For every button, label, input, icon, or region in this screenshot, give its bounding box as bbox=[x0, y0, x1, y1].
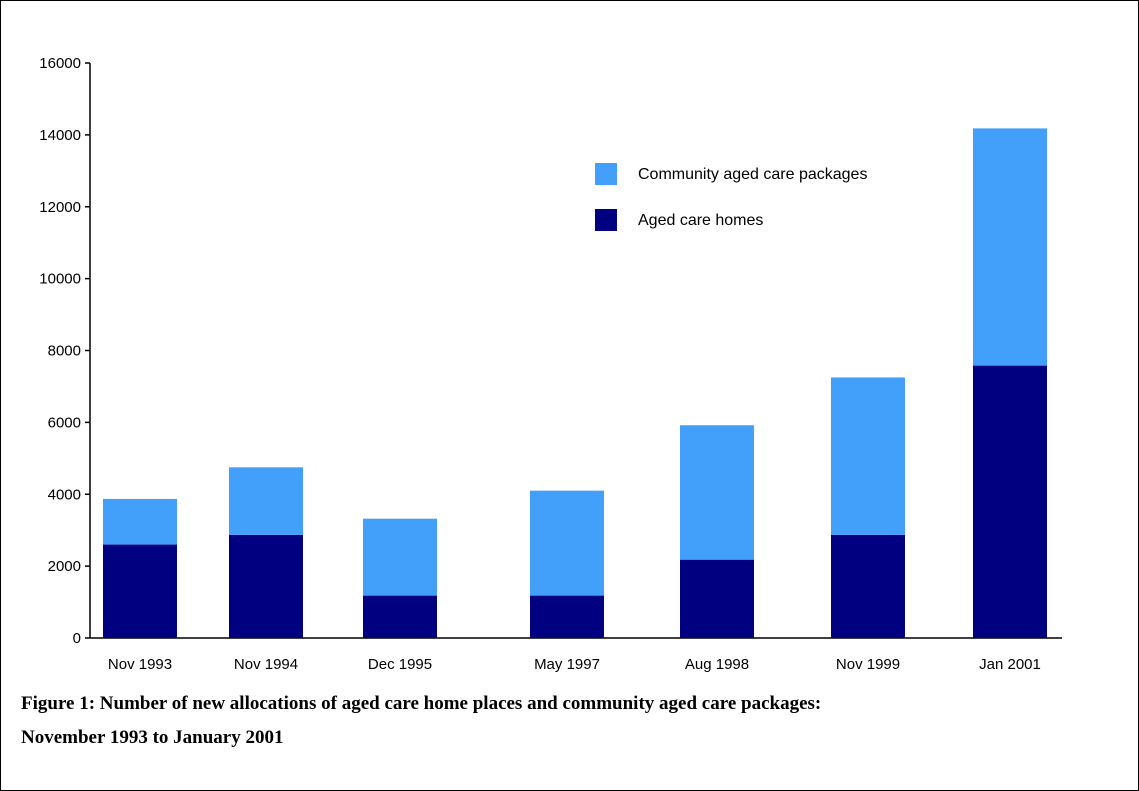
y-tick-label-7: 14000 bbox=[39, 127, 81, 144]
x-tick-label-2: Dec 1995 bbox=[368, 656, 432, 673]
y-tick-label-0: 0 bbox=[73, 630, 81, 647]
bar-community-packages-0 bbox=[103, 498, 177, 545]
bar-community-packages-1 bbox=[229, 467, 303, 535]
caption-line-2: November 1993 to January 2001 bbox=[21, 727, 284, 748]
y-tick-label-4: 8000 bbox=[48, 343, 81, 360]
bar-aged-care-homes-4 bbox=[680, 559, 754, 638]
legend-label-1: Aged care homes bbox=[638, 212, 763, 229]
bar-aged-care-homes-0 bbox=[103, 544, 177, 638]
bar-aged-care-homes-6 bbox=[973, 365, 1047, 638]
y-tick-label-5: 10000 bbox=[39, 271, 81, 288]
bars bbox=[103, 128, 1047, 638]
caption-line-1: Figure 1: Number of new allocations of a… bbox=[21, 693, 822, 714]
y-tick-label-1: 2000 bbox=[48, 558, 81, 575]
bar-aged-care-homes-2 bbox=[363, 595, 437, 638]
bar-community-packages-6 bbox=[973, 128, 1047, 366]
y-axis: 0 2000 4000 6000 8000 10000 12000 14000 16000 bbox=[39, 55, 91, 647]
y-tick-label-8: 16000 bbox=[39, 55, 81, 72]
legend-swatch-1 bbox=[595, 209, 617, 231]
legend-swatch-0 bbox=[595, 163, 617, 185]
x-axis: Nov 1993 Nov 1994 Dec 1995 May 1997 Aug 1998… bbox=[90, 637, 1062, 673]
x-tick-label-6: Jan 2001 bbox=[979, 656, 1041, 673]
x-tick-label-1: Nov 1994 bbox=[234, 656, 298, 673]
bar-community-packages-5 bbox=[831, 377, 905, 535]
x-tick-label-0: Nov 1993 bbox=[108, 656, 172, 673]
x-tick-label-5: Nov 1999 bbox=[836, 656, 900, 673]
figure-caption: Figure 1: Number of new allocations of a… bbox=[21, 687, 1121, 755]
legend: Community aged care packages Aged care ho… bbox=[595, 163, 867, 231]
stacked-bar-chart: 0 2000 4000 6000 8000 10000 12000 14000 16000 No… bbox=[39, 55, 1062, 673]
y-tick-label-2: 4000 bbox=[48, 486, 81, 503]
bar-community-packages-4 bbox=[680, 425, 754, 560]
y-tick-label-6: 12000 bbox=[39, 199, 81, 216]
legend-label-0: Community aged care packages bbox=[638, 166, 867, 183]
bar-aged-care-homes-3 bbox=[530, 595, 604, 638]
x-tick-label-4: Aug 1998 bbox=[685, 656, 749, 673]
y-tick-label-3: 6000 bbox=[48, 414, 81, 431]
bar-community-packages-2 bbox=[363, 518, 437, 596]
x-tick-label-3: May 1997 bbox=[534, 656, 600, 673]
bar-aged-care-homes-5 bbox=[831, 534, 905, 638]
bar-aged-care-homes-1 bbox=[229, 534, 303, 638]
bar-community-packages-3 bbox=[530, 490, 604, 596]
